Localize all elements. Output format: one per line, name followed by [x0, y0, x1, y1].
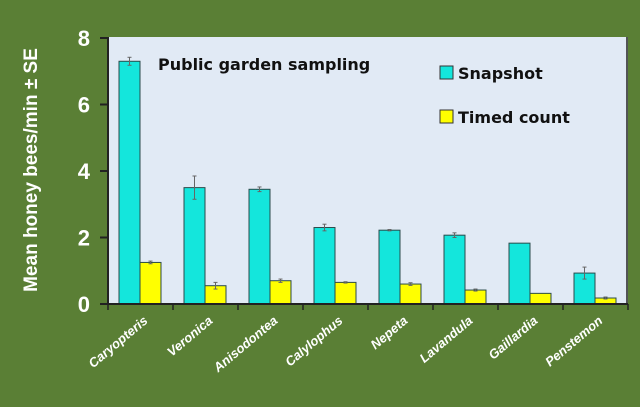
legend-swatch-timed-count — [439, 109, 454, 124]
bar-timed-count — [334, 281, 357, 305]
bar-timed-count — [269, 280, 292, 305]
legend-label-timed-count: Timed count — [458, 108, 570, 127]
y-tick-label: 8 — [78, 26, 90, 51]
bar-timed-count — [529, 292, 552, 305]
bar-timed-count — [399, 283, 422, 305]
x-category-label: Anisodontea — [210, 313, 281, 376]
x-category-label: Penstemon — [542, 313, 605, 370]
bar-snapshot — [443, 234, 466, 305]
legend: Snapshot Timed count — [439, 64, 570, 127]
y-tick-label: 4 — [78, 159, 91, 184]
bar-timed-count — [464, 289, 487, 305]
x-category-label: Nepeta — [368, 313, 411, 352]
bar-timed-count — [139, 261, 162, 305]
x-category-label: Lavandula — [417, 313, 476, 366]
x-category-label: Caryopteris — [85, 313, 150, 371]
bar-snapshot — [118, 60, 141, 305]
y-axis-label: Mean honey bees/min ± SE — [21, 48, 42, 292]
bar-snapshot — [248, 188, 271, 305]
y-tick-label: 6 — [78, 93, 90, 118]
y-tick-label: 2 — [78, 226, 90, 251]
bar-snapshot — [378, 229, 401, 305]
bar-snapshot — [313, 227, 336, 305]
y-tick-label: 0 — [78, 292, 90, 317]
legend-swatch-snapshot — [439, 65, 454, 80]
bar-snapshot — [508, 242, 531, 305]
bar-snapshot — [183, 187, 206, 305]
x-category-label: Calylophus — [282, 313, 345, 370]
chart-title: Public garden sampling — [158, 55, 370, 74]
x-category-label: Veronica — [164, 313, 215, 359]
x-category-label: Gaillardia — [485, 313, 540, 363]
legend-label-snapshot: Snapshot — [458, 64, 543, 83]
